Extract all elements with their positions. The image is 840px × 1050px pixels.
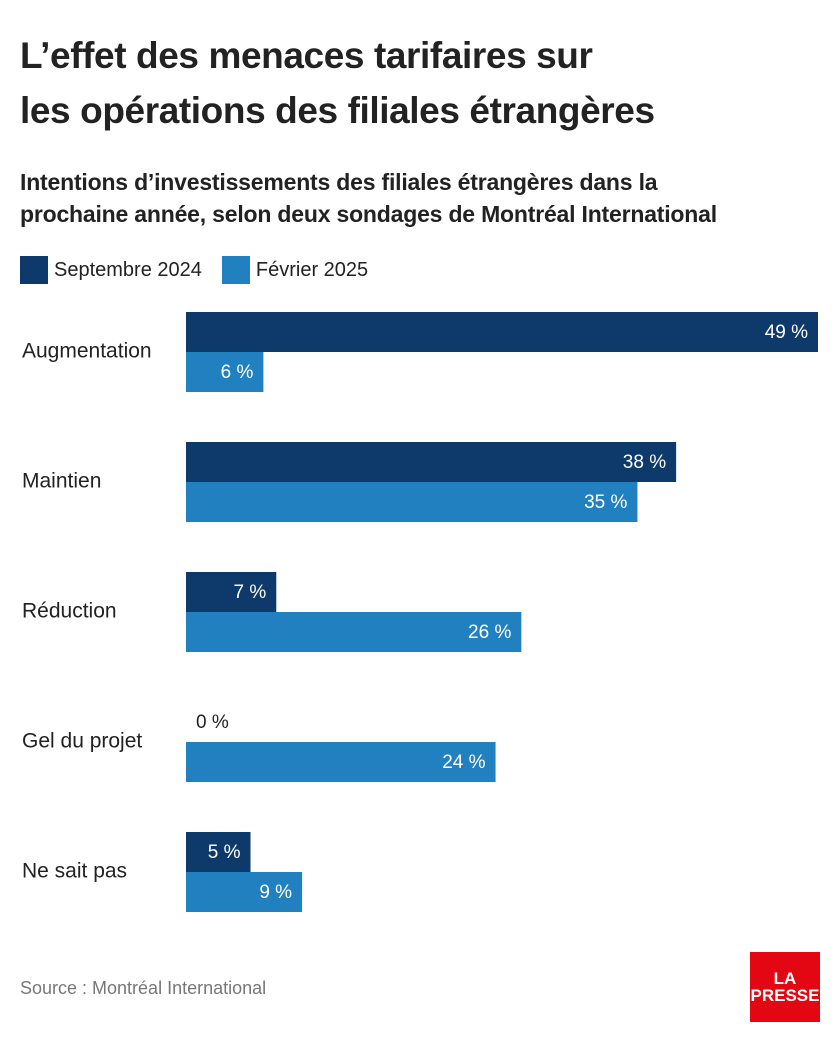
legend-swatch-septembre-2024: [20, 256, 48, 284]
legend-item-septembre-2024: Septembre 2024: [20, 256, 202, 284]
data-label-fevrier-2025-gel-du-projet: 24 %: [442, 752, 485, 773]
data-label-fevrier-2025-maintien: 35 %: [584, 492, 627, 513]
data-label-fevrier-2025-augmentation: 6 %: [221, 362, 254, 383]
data-label-fevrier-2025-ne-sait-pas: 9 %: [259, 882, 292, 903]
chart-subtitle-line-1: Intentions d’investissements des filiale…: [20, 169, 658, 195]
bar-septembre-2024-augmentation: [186, 312, 818, 352]
legend: Septembre 2024 Février 2025: [20, 254, 388, 286]
legend-swatch-fevrier-2025: [221, 256, 250, 284]
bar-septembre-2024-reduction: [186, 572, 277, 612]
logo-line-1: LA: [773, 969, 797, 988]
chart-subtitle: Intentions d’investissements des filiale…: [20, 166, 820, 230]
bar-septembre-2024-maintien: [186, 442, 677, 482]
data-label-septembre-2024-reduction: 7 %: [234, 582, 267, 603]
data-label-septembre-2024-maintien: 38 %: [623, 452, 666, 473]
category-label-ne-sait-pas: Ne sait pas: [22, 860, 127, 883]
bar-fevrier-2025-reduction: [186, 612, 522, 652]
bar-fevrier-2025-ne-sait-pas: [186, 872, 303, 912]
legend-label-septembre-2024: Septembre 2024: [54, 258, 202, 281]
chart-title: L’effet des menaces tarifaires sur les o…: [20, 28, 820, 138]
data-label-septembre-2024-augmentation: 49 %: [765, 322, 808, 343]
bar-fevrier-2025-augmentation: [186, 352, 264, 392]
chart-title-line-2: les opérations des filiales étrangères: [20, 90, 655, 131]
source-note: Source : Montréal International: [20, 978, 267, 998]
bar-chart: Augmentation 49 % 6 % Maintien 38 % 35 % Réduc…: [22, 312, 818, 912]
la-presse-logo: LA PRESSE: [750, 952, 820, 1022]
category-label-gel-du-projet: Gel du projet: [22, 730, 142, 753]
category-label-maintien: Maintien: [22, 470, 101, 493]
bar-septembre-2024-ne-sait-pas: [186, 832, 251, 872]
bar-fevrier-2025-maintien: [186, 482, 638, 522]
logo-line-2: PRESSE: [750, 986, 820, 1005]
chart-subtitle-line-2: prochaine année, selon deux sondages de …: [20, 201, 717, 227]
data-label-septembre-2024-ne-sait-pas: 5 %: [208, 842, 241, 863]
legend-label-fevrier-2025: Février 2025: [255, 258, 369, 281]
category-label-augmentation: Augmentation: [22, 340, 152, 363]
category-label-reduction: Réduction: [22, 600, 117, 623]
chart-title-line-1: L’effet des menaces tarifaires sur: [20, 35, 593, 76]
data-label-fevrier-2025-reduction: 26 %: [468, 622, 511, 643]
data-label-septembre-2024-gel-du-projet: 0 %: [196, 712, 229, 733]
legend-item-fevrier-2025: Février 2025: [221, 256, 369, 284]
bar-fevrier-2025-gel-du-projet: [186, 742, 496, 782]
